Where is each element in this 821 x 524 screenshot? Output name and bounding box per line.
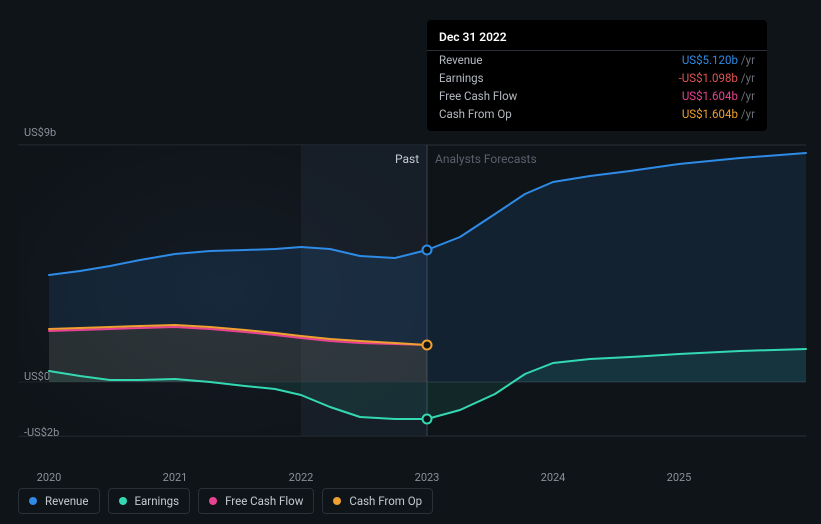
- legend-item[interactable]: Revenue: [18, 488, 100, 514]
- tooltip-row-label: Revenue: [439, 53, 682, 67]
- tooltip-row-suffix: /yr: [741, 107, 755, 121]
- tooltip-row-suffix: /yr: [741, 71, 755, 85]
- legend-item-label: Cash From Op: [349, 494, 422, 508]
- y-axis-label: US$9b: [24, 126, 56, 139]
- tooltip-row-label: Free Cash Flow: [439, 89, 682, 103]
- legend-item-label: Earnings: [135, 494, 180, 508]
- tooltip-date: Dec 31 2022: [427, 28, 767, 51]
- x-axis-label: 2025: [667, 471, 692, 484]
- tooltip-row-value: US$5.120b: [682, 53, 738, 67]
- legend-dot-icon: [29, 497, 37, 505]
- region-label-forecast: Analysts Forecasts: [435, 152, 537, 166]
- legend-dot-icon: [209, 497, 217, 505]
- tooltip-row: Earnings-US$1.098b/yr: [427, 69, 767, 87]
- x-axis-label: 2021: [163, 471, 188, 484]
- legend-item[interactable]: Cash From Op: [322, 488, 433, 514]
- x-axis-label: 2024: [541, 471, 566, 484]
- tooltip-row-suffix: /yr: [741, 89, 755, 103]
- tooltip-row-value: US$1.604b: [682, 107, 738, 121]
- legend-item-label: Free Cash Flow: [225, 494, 303, 508]
- legend-dot-icon: [119, 497, 127, 505]
- y-axis-label: -US$2b: [24, 426, 59, 439]
- legend-dot-icon: [333, 497, 341, 505]
- region-label-past: Past: [395, 152, 419, 166]
- legend: Revenue Earnings Free Cash Flow Cash From O…: [18, 488, 433, 514]
- legend-item[interactable]: Free Cash Flow: [198, 488, 314, 514]
- financials-chart: US$9b US$0 -US$2b 2020 2021 2022 2023 2024 2025…: [0, 0, 821, 524]
- tooltip-row: RevenueUS$5.120b/yr: [427, 51, 767, 69]
- tooltip-row-value: -US$1.098b: [679, 71, 738, 85]
- legend-item[interactable]: Earnings: [108, 488, 191, 514]
- tooltip-row-label: Cash From Op: [439, 107, 682, 121]
- chart-tooltip: Dec 31 2022 RevenueUS$5.120b/yrEarnings-…: [427, 20, 767, 131]
- x-axis-label: 2023: [415, 471, 440, 484]
- tooltip-row-label: Earnings: [439, 71, 679, 85]
- legend-item-label: Revenue: [45, 494, 89, 508]
- x-axis-label: 2020: [37, 471, 62, 484]
- y-axis-label: US$0: [24, 370, 50, 383]
- tooltip-row: Cash From OpUS$1.604b/yr: [427, 105, 767, 123]
- tooltip-row-value: US$1.604b: [682, 89, 738, 103]
- x-axis-label: 2022: [289, 471, 314, 484]
- tooltip-row-suffix: /yr: [741, 53, 755, 67]
- tooltip-row: Free Cash FlowUS$1.604b/yr: [427, 87, 767, 105]
